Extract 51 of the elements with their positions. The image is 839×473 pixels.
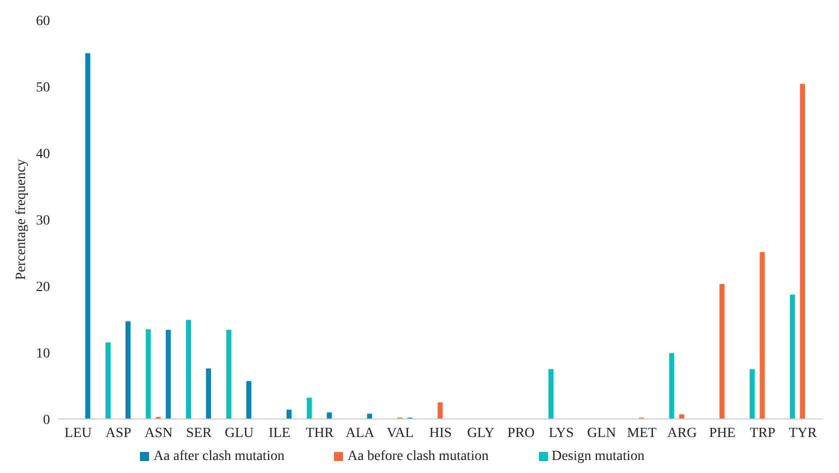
bar	[790, 294, 795, 419]
y-tick-label: 30	[36, 213, 50, 228]
y-tick-label: 20	[36, 280, 50, 295]
x-tick-label: GLY	[467, 426, 494, 441]
x-tick-label: ASP	[106, 426, 132, 441]
bar	[206, 368, 212, 419]
bar	[166, 330, 171, 419]
bar	[548, 369, 554, 419]
x-tick-label: PRO	[507, 426, 535, 441]
bar	[146, 329, 151, 419]
x-tick-label: VAL	[386, 426, 414, 441]
x-tick-label: GLU	[224, 426, 254, 441]
x-tick-label: HIS	[429, 426, 452, 441]
bar	[126, 321, 131, 419]
bar	[669, 353, 674, 419]
bar	[85, 53, 90, 419]
legend-label: Aa after clash mutation	[153, 449, 284, 464]
bar	[760, 252, 765, 419]
x-tick-label: SER	[186, 426, 212, 441]
x-tick-label: MET	[627, 426, 658, 441]
bar	[286, 410, 292, 419]
y-tick-label: 10	[36, 346, 50, 362]
y-tick-label: 0	[43, 412, 50, 428]
bar	[246, 381, 252, 419]
x-tick-label: GLN	[587, 426, 616, 441]
x-tick-label: TRP	[750, 426, 776, 441]
y-tick-label: 50	[36, 80, 50, 96]
x-tick-label: PHE	[709, 426, 736, 441]
bar	[367, 414, 372, 419]
bar	[226, 330, 232, 419]
x-tick-label: TYR	[788, 426, 818, 441]
bar	[306, 398, 312, 419]
bar	[750, 369, 755, 419]
y-axis-title: Percentage frequency	[14, 159, 29, 280]
legend-label: Design mutation	[552, 449, 645, 464]
bar	[438, 402, 443, 419]
x-tick-label: ARG	[667, 426, 697, 441]
x-tick-label: ASN	[144, 426, 173, 441]
x-tick-label: THR	[306, 426, 334, 441]
y-tick-label: 40	[36, 146, 50, 162]
y-tick-label: 60	[36, 14, 50, 29]
legend-label: Aa before clash mutation	[347, 449, 489, 464]
bar	[800, 84, 805, 419]
x-tick-label: ILE	[268, 426, 290, 441]
x-tick-label: LEU	[64, 426, 92, 441]
bar	[326, 412, 332, 419]
bar	[719, 284, 724, 419]
bar	[106, 342, 111, 419]
x-tick-label: LYS	[548, 426, 574, 441]
bar	[186, 320, 192, 419]
x-tick-label: ALA	[346, 426, 376, 441]
